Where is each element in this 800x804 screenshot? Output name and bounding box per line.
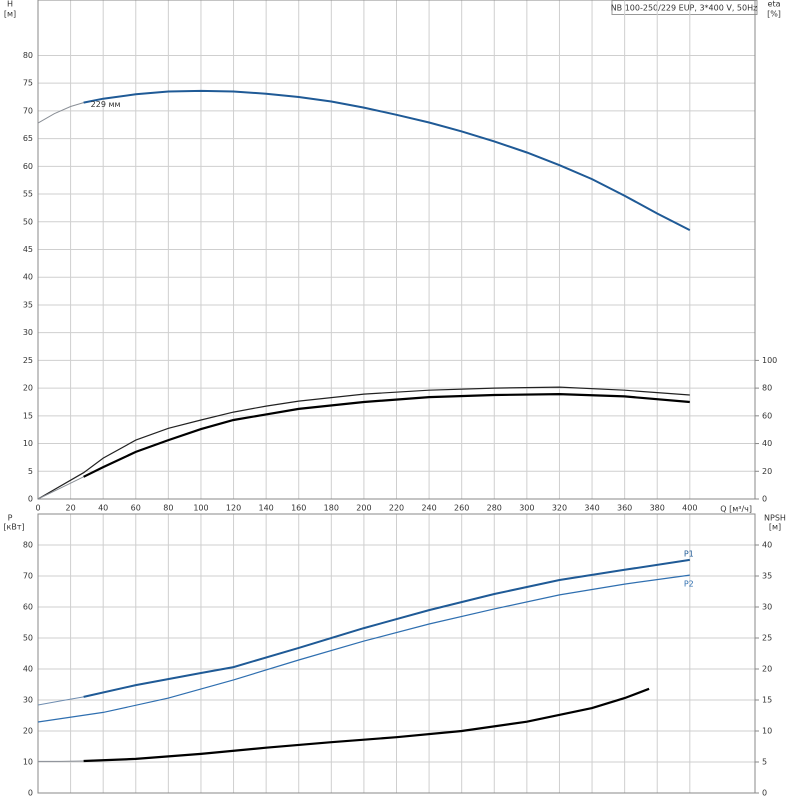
y-axis-unit: [м] <box>4 10 16 19</box>
x-tick-label: 140 <box>258 504 273 513</box>
y2-tick-label: 0 <box>762 495 767 504</box>
y-tick-label: 80 <box>23 541 33 550</box>
y-tick-label: 75 <box>23 79 33 88</box>
curve-label: P1 <box>684 549 694 558</box>
y2-axis-label: NPSH <box>764 514 786 523</box>
y-tick-label: 0 <box>28 495 33 504</box>
y2-tick-label: 100 <box>762 356 777 365</box>
y2-tick-label: 20 <box>762 665 772 674</box>
y-tick-label: 5 <box>28 467 33 476</box>
y-tick-label: 0 <box>28 789 33 798</box>
y-tick-label: 80 <box>23 51 33 60</box>
x-tick-label: 360 <box>617 504 632 513</box>
curve <box>84 91 690 230</box>
y2-tick-label: 25 <box>762 634 772 643</box>
x-tick-label: 40 <box>98 504 108 513</box>
x-tick-label: 300 <box>519 504 534 513</box>
x-tick-label: 400 <box>682 504 697 513</box>
y-tick-label: 70 <box>23 106 33 115</box>
x-tick-label: 180 <box>324 504 339 513</box>
chart-title: NB 100-250/229 EUP, 3*400 V, 50Hz <box>611 4 758 13</box>
x-tick-label: 220 <box>389 504 404 513</box>
y2-tick-label: 80 <box>762 384 772 393</box>
x-tick-label: 0 <box>35 504 40 513</box>
y-tick-label: 20 <box>23 384 33 393</box>
y-tick-label: 50 <box>23 217 33 226</box>
y-tick-label: 20 <box>23 727 33 736</box>
y2-tick-label: 30 <box>762 603 772 612</box>
curve-label: P2 <box>684 580 694 589</box>
curve <box>38 477 84 499</box>
y2-axis-unit: [м] <box>769 523 781 532</box>
y2-tick-label: 0 <box>762 789 767 798</box>
x-tick-label: 260 <box>454 504 469 513</box>
x-tick-label: 320 <box>552 504 567 513</box>
y-axis-unit: [кВт] <box>3 523 24 532</box>
y2-tick-label: 40 <box>762 439 772 448</box>
x-tick-label: 20 <box>65 504 75 513</box>
y-tick-label: 55 <box>23 190 33 199</box>
curve-label: 229 мм <box>91 100 121 109</box>
x-tick-label: 160 <box>291 504 306 513</box>
x-tick-label: 380 <box>650 504 665 513</box>
x-tick-label: 80 <box>163 504 173 513</box>
x-tick-label: 240 <box>421 504 436 513</box>
y-tick-label: 25 <box>23 356 33 365</box>
y-axis-label: H <box>7 0 13 9</box>
x-tick-label: 60 <box>131 504 141 513</box>
y-tick-label: 10 <box>23 439 33 448</box>
curve <box>84 560 690 697</box>
curve <box>84 394 690 477</box>
x-tick-label: 100 <box>193 504 208 513</box>
curve <box>38 103 84 124</box>
y-tick-label: 50 <box>23 634 33 643</box>
curve <box>38 697 84 705</box>
y-tick-label: 70 <box>23 572 33 581</box>
y2-axis-unit: [%] <box>767 10 781 19</box>
y2-tick-label: 15 <box>762 696 772 705</box>
x-tick-label: 280 <box>487 504 502 513</box>
y-tick-label: 45 <box>23 245 33 254</box>
y2-tick-label: 10 <box>762 727 772 736</box>
x-axis-label: Q [м³/ч] <box>720 505 752 514</box>
y2-axis-label: eta <box>768 0 781 9</box>
x-tick-label: 200 <box>356 504 371 513</box>
y-tick-label: 30 <box>23 328 33 337</box>
y2-tick-label: 5 <box>762 758 767 767</box>
y-tick-label: 35 <box>23 300 33 309</box>
y2-tick-label: 20 <box>762 467 772 476</box>
y2-tick-label: 35 <box>762 572 772 581</box>
y2-tick-label: 60 <box>762 411 772 420</box>
y-tick-label: 65 <box>23 134 33 143</box>
y-axis-label: P <box>8 514 13 523</box>
y-tick-label: 10 <box>23 758 33 767</box>
y-tick-label: 30 <box>23 696 33 705</box>
y-tick-label: 60 <box>23 162 33 171</box>
x-tick-label: 120 <box>226 504 241 513</box>
y-tick-label: 15 <box>23 411 33 420</box>
y-tick-label: 40 <box>23 273 33 282</box>
y-tick-label: 40 <box>23 665 33 674</box>
x-tick-label: 340 <box>584 504 599 513</box>
y-tick-label: 60 <box>23 603 33 612</box>
y2-tick-label: 40 <box>762 541 772 550</box>
